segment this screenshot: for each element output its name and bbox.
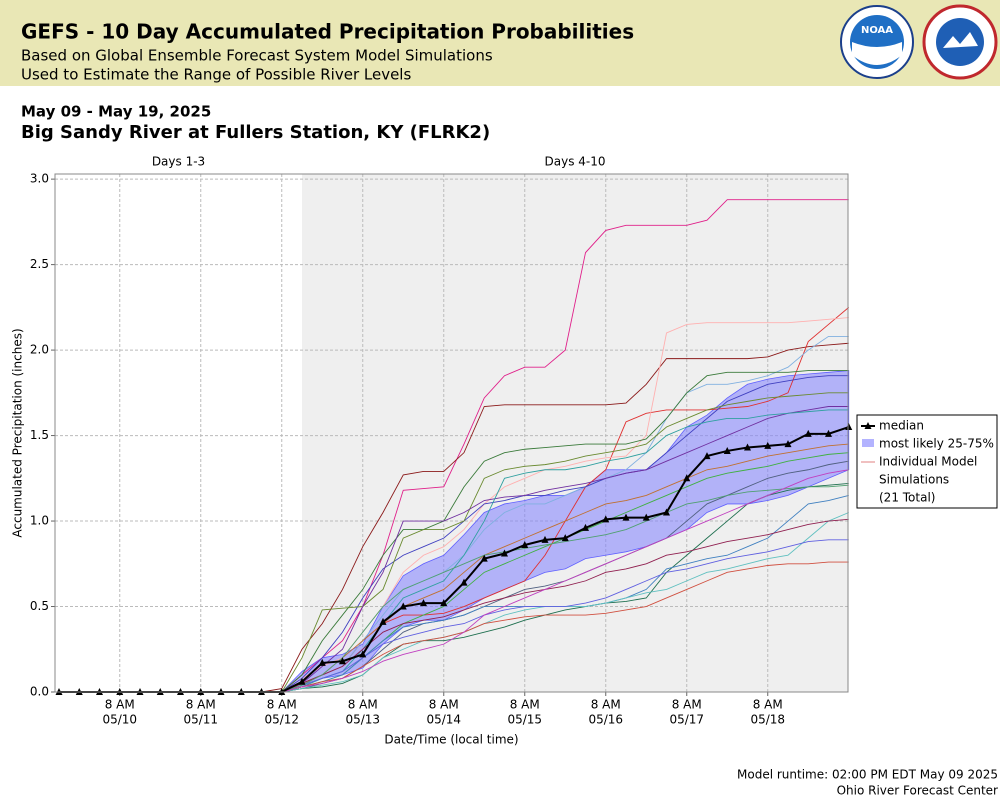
x-tick-label: 8 AM: [429, 698, 459, 712]
median-marker: [784, 440, 792, 448]
x-tick-label: 05/15: [507, 713, 542, 727]
y-tick-label: 3.0: [30, 172, 49, 186]
median-marker: [845, 423, 853, 431]
y-axis-label: Accumulated Precipitation (inches): [11, 328, 25, 537]
x-tick-label: 8 AM: [591, 698, 621, 712]
noaa-logo: NOAA: [840, 5, 914, 79]
median-marker: [744, 443, 751, 451]
median-marker: [602, 515, 610, 523]
median-marker: [642, 513, 650, 521]
y-tick-label: 0.5: [30, 599, 49, 613]
median-marker: [298, 677, 306, 685]
median-marker: [764, 441, 772, 449]
header-subtitle: Based on Global Ensemble Forecast System…: [21, 47, 493, 65]
median-marker: [683, 474, 691, 482]
y-tick-label: 1.0: [30, 514, 49, 528]
iqr-band: [59, 370, 850, 693]
median-marker: [460, 578, 468, 586]
x-tick-label: 8 AM: [186, 698, 216, 712]
period-label: Days 1-3: [152, 155, 205, 169]
header-subtitle: Used to Estimate the Range of Possible R…: [21, 66, 411, 84]
median-marker: [379, 617, 387, 625]
median-marker: [480, 554, 488, 562]
legend-label: Individual Model: [879, 455, 977, 469]
median-marker: [622, 513, 630, 521]
legend-swatch: [864, 422, 872, 429]
median-marker: [703, 452, 711, 460]
median-marker: [339, 657, 346, 665]
legend-label: (21 Total): [879, 491, 935, 505]
median-marker: [399, 602, 407, 610]
legend: median most likely 25-75% Individual Model…: [856, 414, 998, 509]
x-tick-label: 05/16: [588, 713, 623, 727]
median-marker: [521, 540, 529, 548]
legend-label: Simulations: [879, 473, 949, 487]
y-tick-label: 0.0: [30, 685, 49, 699]
median-marker: [804, 429, 812, 437]
x-tick-label: 05/18: [750, 713, 785, 727]
x-tick-label: 8 AM: [348, 698, 378, 712]
median-marker: [723, 446, 731, 454]
x-tick-label: 05/11: [183, 713, 218, 727]
y-tick-label: 2.0: [30, 343, 49, 357]
header-title: GEFS - 10 Day Accumulated Precipitation …: [21, 20, 634, 44]
median-marker: [501, 549, 508, 557]
logo-text: NOAA: [861, 25, 893, 36]
x-tick-label: 8 AM: [267, 698, 297, 712]
x-tick-label: 8 AM: [510, 698, 540, 712]
median-marker: [561, 534, 569, 542]
footer-text: Model runtime: 02:00 PM EDT May 09 2025: [737, 768, 998, 782]
x-tick-label: 05/12: [264, 713, 299, 727]
legend-swatch: [862, 439, 874, 447]
median-marker: [582, 523, 589, 531]
chart-title: May 09 - May 19, 2025: [21, 103, 211, 121]
period-label: Days 4-10: [545, 155, 606, 169]
x-tick-label: 8 AM: [753, 698, 783, 712]
x-tick-label: 8 AM: [672, 698, 702, 712]
legend-box: [856, 414, 998, 509]
chart-subtitle: Big Sandy River at Fullers Station, KY (…: [21, 122, 490, 143]
legend-label: median: [879, 419, 924, 433]
plot: Days 1-3 Days 4-10 0.0 0.5 1.0 1.5 2.0 2.5 3.0 8 …: [11, 155, 998, 747]
header-band: [0, 0, 1000, 86]
median-marker: [359, 650, 367, 658]
plot-frame: [54, 173, 849, 693]
footer-text: Ohio River Forecast Center: [837, 784, 998, 798]
x-tick-label: 8 AM: [105, 698, 135, 712]
median-marker: [420, 599, 427, 607]
x-tick-label: 05/17: [669, 713, 704, 727]
median-marker: [440, 599, 448, 607]
nws-logo: [922, 4, 998, 80]
x-tick-label: 05/14: [426, 713, 461, 727]
median-marker: [541, 535, 549, 543]
y-tick-label: 1.5: [30, 428, 49, 442]
x-tick-label: 05/10: [102, 713, 137, 727]
median-marker: [825, 429, 832, 437]
x-tick-label: 05/13: [345, 713, 380, 727]
x-axis-label: Date/Time (local time): [384, 733, 518, 747]
legend-label: most likely 25-75%: [879, 437, 994, 451]
median-marker: [318, 658, 326, 666]
y-tick-label: 2.5: [30, 257, 49, 271]
median-marker: [663, 508, 670, 516]
